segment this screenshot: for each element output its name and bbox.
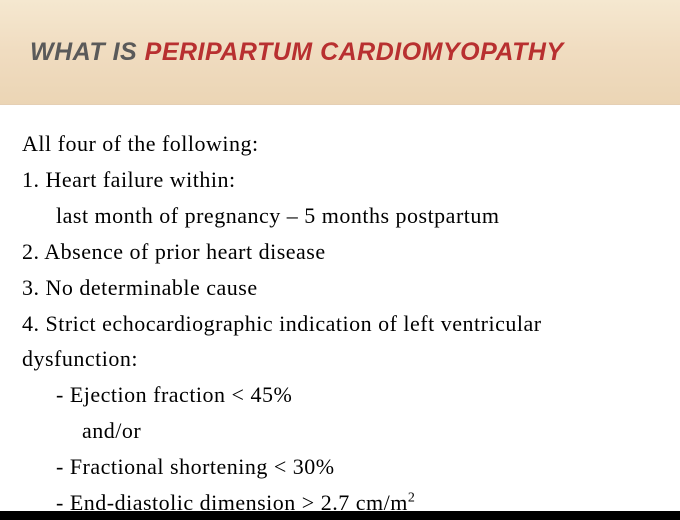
slide-content: All four of the following: 1. Heart fail… — [0, 105, 680, 511]
criteria-item-4: 4. Strict echocardiographic indication o… — [22, 307, 662, 375]
criteria-item-4-andor: and/or — [22, 414, 662, 448]
criteria-item-4-sub3: - End-diastolic dimension > 2.7 cm/m2 — [22, 486, 662, 520]
title-part2: PERIPARTUM CARDIOMYOPATHY — [145, 38, 564, 66]
criteria-item-2: 2. Absence of prior heart disease — [22, 235, 662, 269]
criteria-item-4-sub3-text: - End-diastolic dimension > 2.7 cm/m — [56, 490, 408, 515]
criteria-item-4-sub1: - Ejection fraction < 45% — [22, 378, 662, 412]
title-part1: WHAT IS — [30, 38, 145, 66]
superscript-2: 2 — [408, 491, 416, 506]
criteria-item-1-sub: last month of pregnancy – 5 months postp… — [22, 199, 662, 233]
criteria-item-4-sub2: - Fractional shortening < 30% — [22, 450, 662, 484]
slide-title: WHAT IS PERIPARTUM CARDIOMYOPATHY — [30, 38, 564, 67]
intro-text: All four of the following: — [22, 127, 662, 161]
criteria-item-3: 3. No determinable cause — [22, 271, 662, 305]
slide-header: WHAT IS PERIPARTUM CARDIOMYOPATHY — [0, 0, 680, 105]
criteria-item-1: 1. Heart failure within: — [22, 163, 662, 197]
